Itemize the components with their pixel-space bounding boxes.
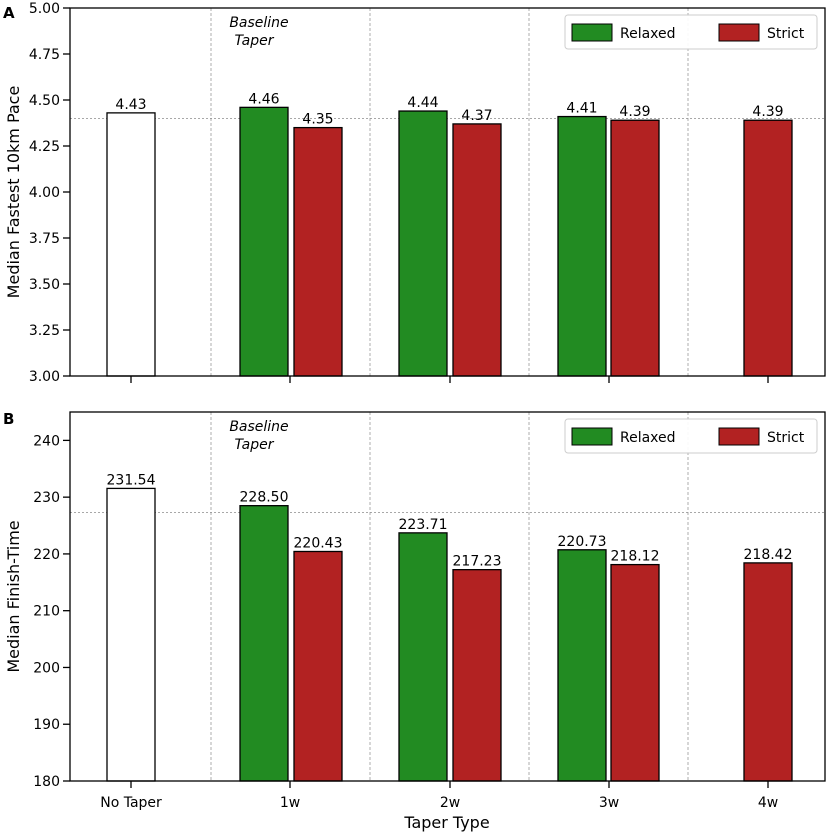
x-axis-title: Taper Type [403,813,489,832]
bar-strict-4w [743,119,793,377]
bar-relaxed-1w-value-label: 4.46 [248,91,279,107]
bar-relaxed-3w-value-label: 220.73 [558,534,607,550]
bar-relaxed-2w [398,110,448,377]
bar-strict-3w-value-label: 4.39 [619,104,650,120]
legend-label-relaxed: Relaxed [620,26,676,42]
bar-strict-1w-value-label: 220.43 [294,535,343,551]
baseline-annotation-line2: Taper [235,437,275,453]
legend-swatch-relaxed [571,427,613,446]
y-tick-label: 4.75 [29,47,60,63]
y-tick-label: 4.25 [29,139,60,155]
x-tick-label-3w: 3w [599,795,619,811]
bar-relaxed-3w [557,549,607,782]
y-tick-label: 5.00 [29,1,60,17]
bar-no-taper [106,487,156,782]
bar-strict-1w-value-label: 4.35 [302,112,333,128]
y-tick-label: 220 [33,547,60,563]
panel-a-label: A [3,4,15,22]
legend-swatch-relaxed [571,23,613,42]
bar-strict-1w [293,126,343,377]
bar-strict-2w [452,123,502,377]
y-tick-label: 200 [33,660,60,676]
bar-no-taper-value-label: 4.43 [115,97,146,113]
y-tick-label: 240 [33,433,60,449]
y-axis-title: Median Finish-Time [4,520,23,672]
bar-relaxed-1w-value-label: 228.50 [240,490,289,506]
bar-relaxed-2w-value-label: 4.44 [407,95,438,111]
x-tick-label-1w: 1w [280,795,300,811]
y-tick-label: 210 [33,604,60,620]
bar-relaxed-1w [239,106,289,377]
baseline-annotation-line1: Baseline [229,419,288,435]
bar-relaxed-3w-value-label: 4.41 [566,101,597,117]
y-tick-label: 4.50 [29,93,60,109]
legend-swatch-strict [718,427,760,446]
bar-strict-2w-value-label: 4.37 [461,108,492,124]
bar-strict-1w [293,550,343,782]
x-tick-label-4w: 4w [758,795,778,811]
legend: Relaxed Strict [564,418,818,454]
plot-frame [69,411,826,782]
legend-label-strict: Strict [767,26,805,42]
y-tick-label: 3.50 [29,277,60,293]
bar-relaxed-3w [557,115,607,377]
y-tick-label: 3.75 [29,231,60,247]
bar-strict-3w [610,119,660,377]
legend-swatch-strict [718,23,760,42]
y-tick-label: 3.00 [29,369,60,385]
y-tick-label: 3.25 [29,323,60,339]
bar-relaxed-2w [398,532,448,782]
panel-b-label: B [3,410,14,428]
bar-no-taper [106,112,156,377]
y-tick-label: 4.00 [29,185,60,201]
bar-strict-3w [610,563,660,782]
y-tick-label: 190 [33,717,60,733]
y-tick-label: 230 [33,490,60,506]
legend-label-strict: Strict [767,430,805,446]
y-axis-title: Median Fastest 10km Pace [4,86,23,299]
baseline-annotation-line2: Taper [235,33,275,49]
bar-no-taper-value-label: 231.54 [107,472,156,488]
bar-strict-4w-value-label: 4.39 [752,104,783,120]
bar-strict-3w-value-label: 218.12 [611,549,660,565]
bar-strict-4w-value-label: 218.42 [744,547,793,563]
legend-label-relaxed: Relaxed [620,430,676,446]
bar-strict-2w-value-label: 217.23 [453,554,502,570]
panel-b: Baseline Taper 231.54 228.50 223.71 220.73 220… [4,411,826,811]
panel-a: Baseline Taper 4.43 4.46 4.44 4.41 4.35 4.37 4.3… [4,1,826,385]
y-tick-label: 180 [33,774,60,790]
bar-strict-4w [743,562,793,782]
bar-strict-2w [452,568,502,782]
bar-relaxed-2w-value-label: 223.71 [399,517,448,533]
x-tick-label-No Taper: No Taper [100,795,162,811]
baseline-annotation-line1: Baseline [229,15,288,31]
x-tick-label-2w: 2w [440,795,460,811]
bar-relaxed-1w [239,505,289,782]
legend: Relaxed Strict [564,14,818,50]
